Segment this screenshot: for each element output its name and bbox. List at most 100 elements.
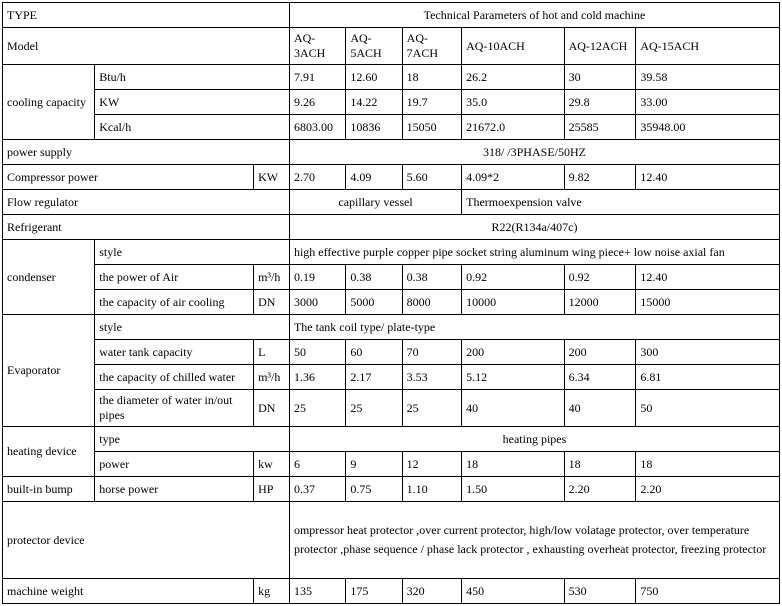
refrigerant-label: Refrigerant	[3, 215, 290, 240]
model-col: AQ-3ACH	[289, 28, 345, 65]
model-col: AQ-5ACH	[346, 28, 402, 65]
cell: 26.2	[462, 65, 564, 90]
cell: 4.09	[346, 165, 402, 190]
cell: 12.40	[636, 265, 780, 290]
cell: 6.81	[636, 365, 780, 390]
model-col: AQ-12ACH	[564, 28, 636, 65]
unit: KW	[254, 165, 290, 190]
cell: 12.40	[636, 165, 780, 190]
cell: 30	[564, 65, 636, 90]
condenser-label: condenser	[3, 240, 95, 315]
cell: 5.12	[462, 365, 564, 390]
cell: 6.34	[564, 365, 636, 390]
protector-value: ompressor heat protector ,over current p…	[289, 502, 779, 579]
cell: 2.20	[636, 477, 780, 502]
table-title: Technical Parameters of hot and cold mac…	[289, 3, 779, 28]
cell: 2.70	[289, 165, 345, 190]
sub-label: type	[95, 427, 290, 452]
flow-regulator-label: Flow regulator	[3, 190, 290, 215]
cell: 0.75	[346, 477, 402, 502]
flow-regulator-right: Thermoexpension valve	[462, 190, 780, 215]
cell: 6	[289, 452, 345, 477]
power-supply-value: 318/ /3PHASE/50HZ	[289, 140, 779, 165]
cell: 7.91	[289, 65, 345, 90]
cell: 6803.00	[289, 115, 345, 140]
cell: 25	[346, 390, 402, 427]
sub-label: Kcal/h	[95, 115, 290, 140]
refrigerant-value: R22(R134a/407c)	[289, 215, 779, 240]
cell: 12	[402, 452, 461, 477]
cell: 50	[636, 390, 780, 427]
sub-label: the capacity of chilled water	[95, 365, 254, 390]
cell: 33.00	[636, 90, 780, 115]
cell: 0.37	[289, 477, 345, 502]
flow-regulator-left: capillary vessel	[289, 190, 461, 215]
cell: 10000	[462, 290, 564, 315]
sub-label: style	[95, 315, 290, 340]
evaporator-style: The tank coil type/ plate-type	[289, 315, 779, 340]
cell: 35.0	[462, 90, 564, 115]
cell: 5000	[346, 290, 402, 315]
type-header: TYPE	[3, 3, 290, 28]
cell: 60	[346, 340, 402, 365]
cell: 4.09*2	[462, 165, 564, 190]
cell: 750	[636, 579, 780, 604]
cell: 18	[564, 452, 636, 477]
cell: 12.60	[346, 65, 402, 90]
heating-type: heating pipes	[289, 427, 779, 452]
cell: 5.60	[402, 165, 461, 190]
cell: 9.82	[564, 165, 636, 190]
cell: 19.7	[402, 90, 461, 115]
cell: 300	[636, 340, 780, 365]
cell: 40	[462, 390, 564, 427]
cell: 35948.00	[636, 115, 780, 140]
cell: 9.26	[289, 90, 345, 115]
cell: 15000	[636, 290, 780, 315]
cell: 25	[289, 390, 345, 427]
sub-label: KW	[95, 90, 290, 115]
cell: 135	[289, 579, 345, 604]
cell: 320	[402, 579, 461, 604]
sub-label: horse power	[95, 477, 254, 502]
sub-label: style	[95, 240, 290, 265]
compressor-label: Compressor power	[3, 165, 254, 190]
cell: 50	[289, 340, 345, 365]
cell: 175	[346, 579, 402, 604]
cell: 450	[462, 579, 564, 604]
cell: 18	[636, 452, 780, 477]
unit: DN	[254, 290, 290, 315]
sub-label: power	[95, 452, 254, 477]
model-label: Model	[3, 28, 290, 65]
cell: 10836	[346, 115, 402, 140]
unit: m³/h	[254, 365, 290, 390]
cell: 3.53	[402, 365, 461, 390]
cell: 29.8	[564, 90, 636, 115]
cell: 18	[402, 65, 461, 90]
cell: 14.22	[346, 90, 402, 115]
cell: 1.50	[462, 477, 564, 502]
unit: kw	[254, 452, 290, 477]
cell: 12000	[564, 290, 636, 315]
unit: HP	[254, 477, 290, 502]
cell: 8000	[402, 290, 461, 315]
evaporator-label: Evaporator	[3, 315, 95, 427]
model-col: AQ-10ACH	[462, 28, 564, 65]
cell: 1.36	[289, 365, 345, 390]
sub-label: water tank capacity	[95, 340, 254, 365]
unit: m³/h	[254, 265, 290, 290]
cell: 1.10	[402, 477, 461, 502]
pump-label: built-in bump	[3, 477, 95, 502]
cell: 25	[402, 390, 461, 427]
unit: L	[254, 340, 290, 365]
cell: 530	[564, 579, 636, 604]
protector-label: protector device	[3, 502, 290, 579]
cell: 18	[462, 452, 564, 477]
cell: 200	[462, 340, 564, 365]
model-col: AQ-7ACH	[402, 28, 461, 65]
unit: DN	[254, 390, 290, 427]
cell: 200	[564, 340, 636, 365]
cell: 39.58	[636, 65, 780, 90]
model-col: AQ-15ACH	[636, 28, 780, 65]
cell: 70	[402, 340, 461, 365]
power-supply-label: power supply	[3, 140, 290, 165]
